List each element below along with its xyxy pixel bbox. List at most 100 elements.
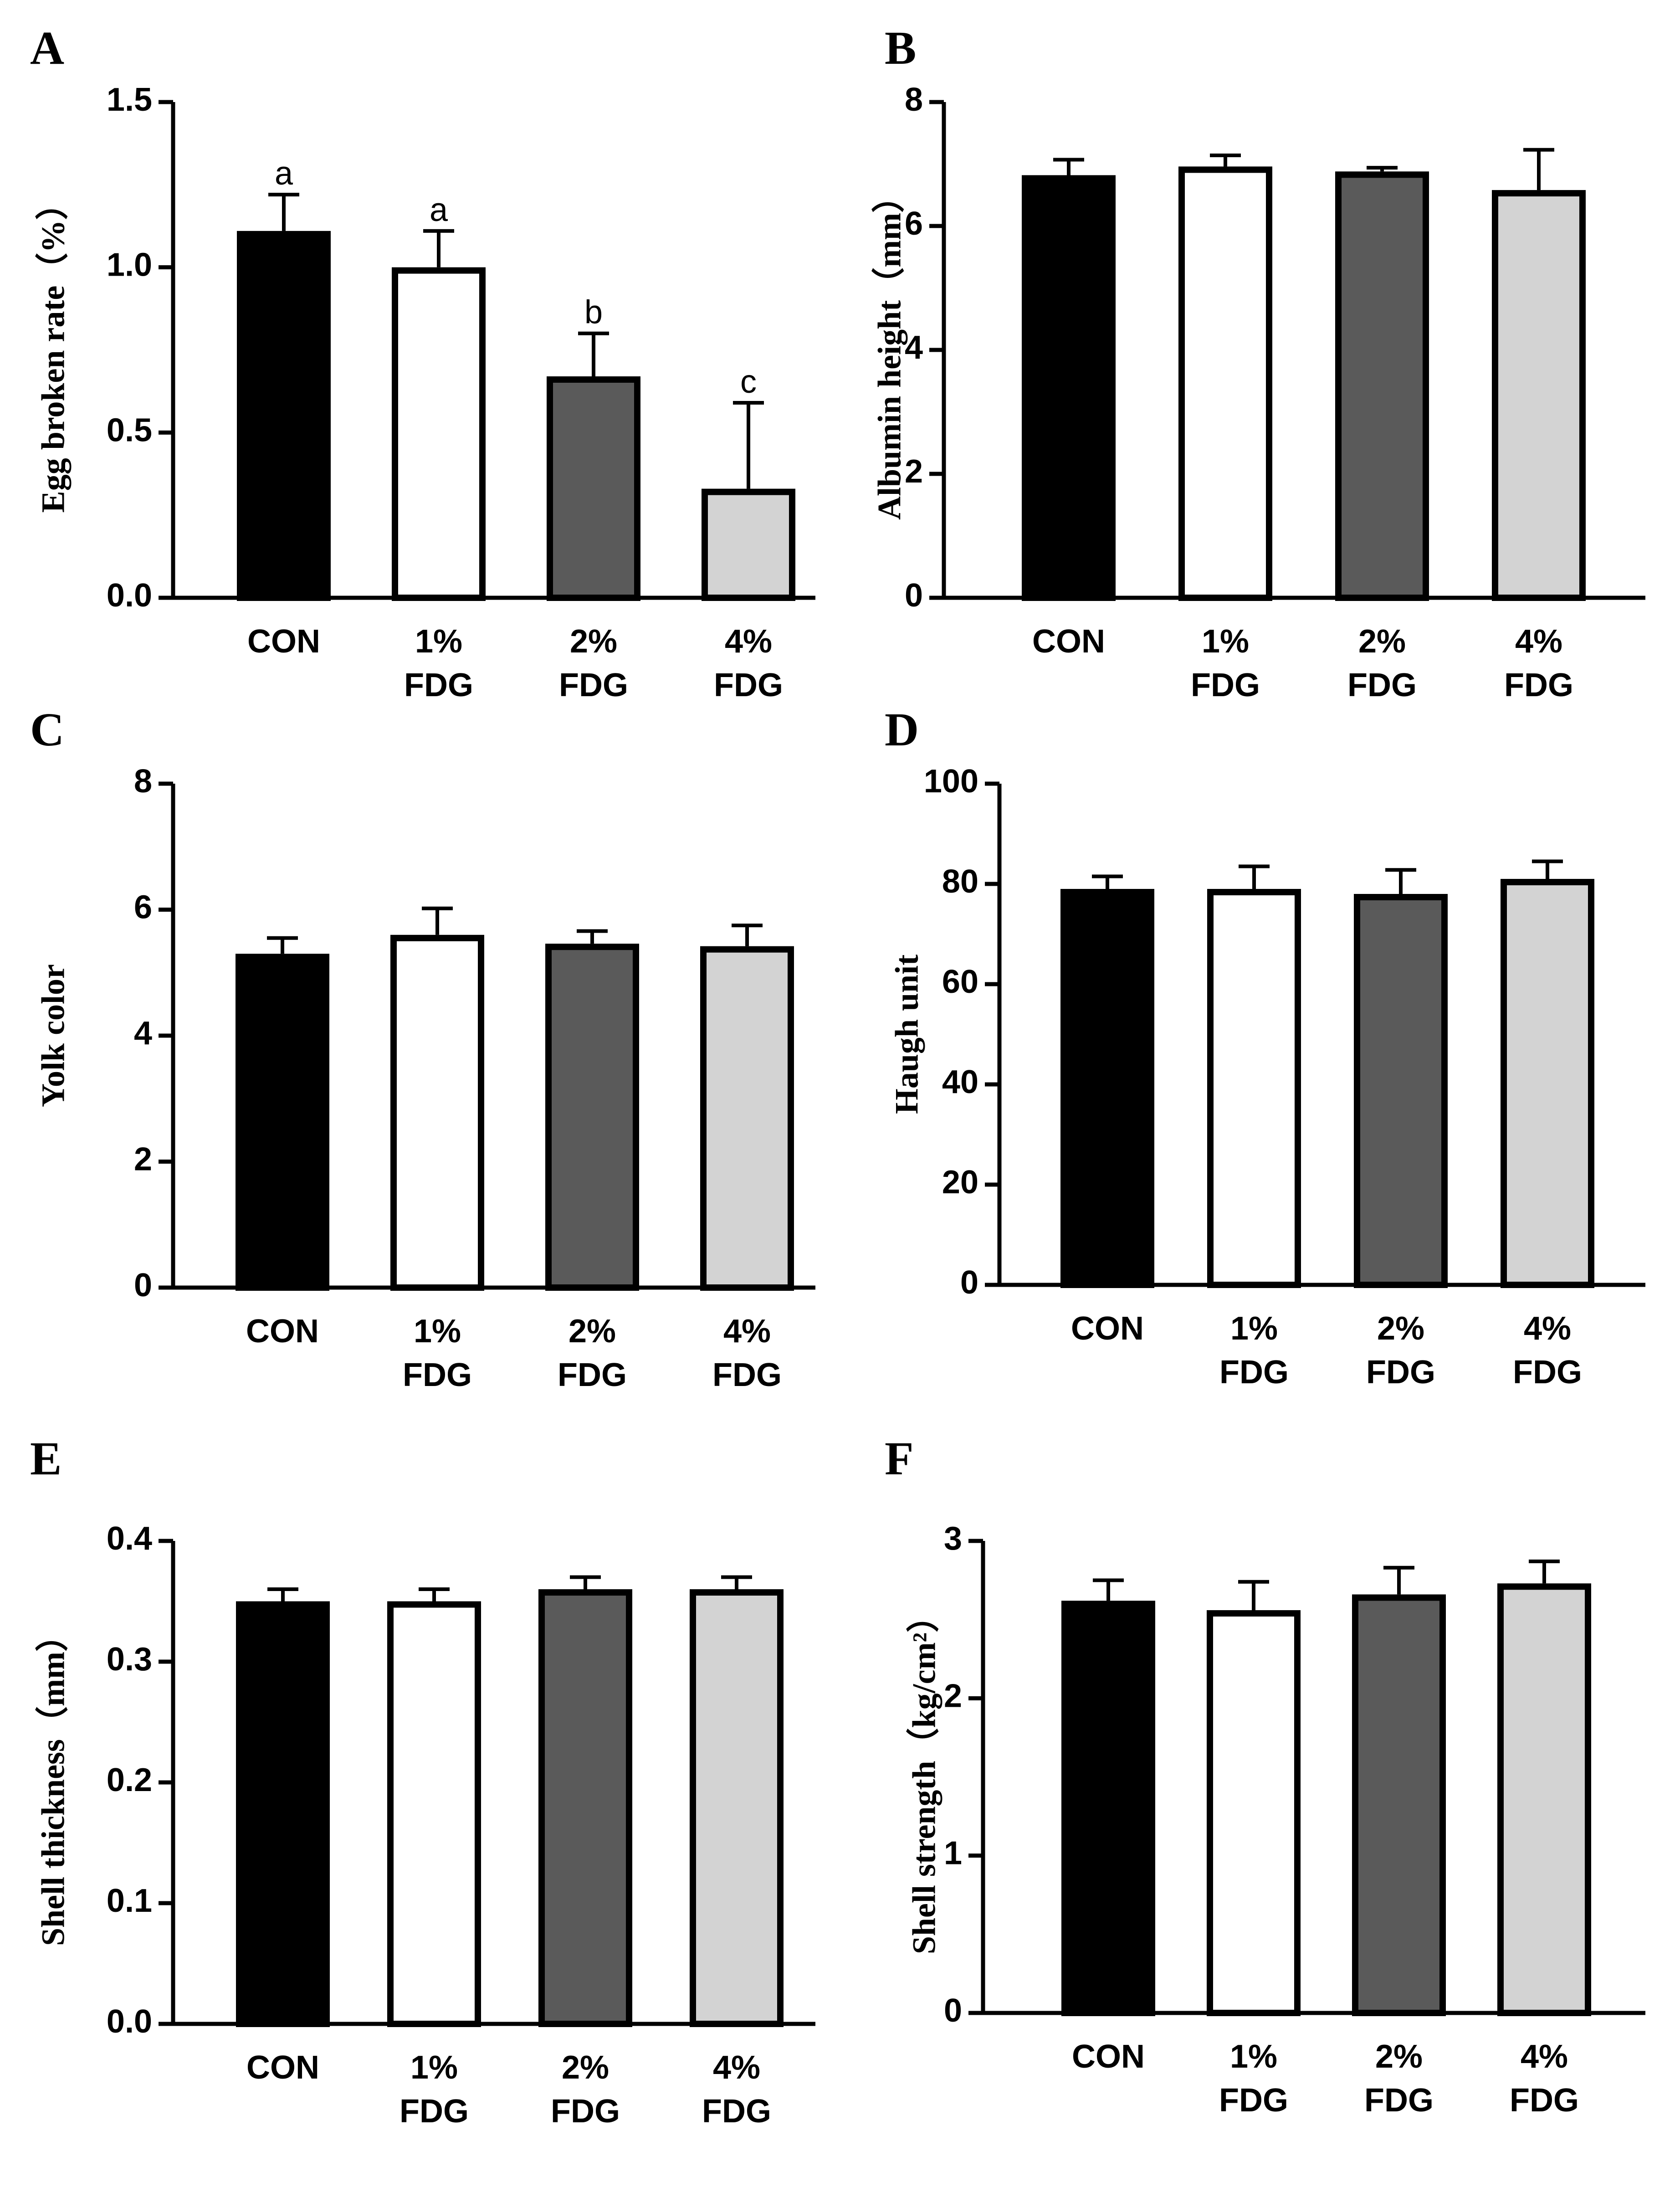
y-axis-label-c: Yolk color	[35, 964, 72, 1107]
x-tick-label-f-0: CON	[1072, 2038, 1145, 2075]
y-tick-label-f-2: 2	[944, 1678, 962, 1714]
y-tick-label-a-0: 0.0	[107, 577, 152, 614]
panel-letter-a: A	[30, 22, 64, 74]
y-tick-label-c-4: 8	[134, 763, 152, 800]
y-tick-label-e-0: 0.0	[107, 2003, 152, 2040]
bar-a-2	[547, 376, 640, 601]
x-tick-label-e-0: CON	[246, 2049, 319, 2086]
bar-e-0	[236, 1601, 330, 2027]
y-tick-label-f-3: 3	[944, 1520, 962, 1557]
x-tick-label-c-3-line1: 4%	[723, 1313, 771, 1350]
x-tick-label-b-3-line1: 4%	[1515, 623, 1562, 660]
x-tick-label-a-0: CON	[247, 623, 320, 660]
y-tick-label-d-1: 20	[942, 1164, 978, 1201]
y-tick-label-d-5: 100	[924, 763, 978, 800]
bar-b-3	[1492, 190, 1586, 601]
bar-b-0	[1022, 175, 1116, 601]
x-tick-label-d-0: CON	[1071, 1310, 1144, 1347]
y-tick-label-c-3: 6	[134, 889, 152, 926]
x-tick-label-d-3-line2: FDG	[1513, 1354, 1582, 1391]
panel-d: D Haugh unit CON 1% FDG 2% FDG 4% FDG 0 20 40 60 80 10…	[885, 703, 1645, 1391]
x-tick-label-e-1-line1: 1%	[410, 2049, 458, 2086]
panel-letter-b: B	[885, 22, 916, 74]
x-tick-label-c-1-line1: 1%	[414, 1313, 461, 1350]
y-tick-label-a-2: 1.0	[107, 247, 152, 283]
y-axis-label-b: Albumin height（mm）	[871, 180, 908, 520]
bar-d-0	[1060, 889, 1154, 1288]
bar-c-3	[700, 946, 794, 1291]
bar-a-1	[392, 267, 486, 601]
x-tick-label-a-3-line2: FDG	[714, 667, 783, 703]
y-axis-label-d: Haugh unit	[889, 955, 925, 1114]
y-tick-label-c-0: 0	[134, 1267, 152, 1304]
x-tick-label-c-2-line1: 2%	[569, 1313, 616, 1350]
bar-f-0	[1061, 1601, 1155, 2016]
x-tick-label-f-2-line1: 2%	[1375, 2038, 1423, 2075]
x-tick-label-b-2-line1: 2%	[1358, 623, 1406, 660]
x-tick-label-f-2-line2: FDG	[1364, 2082, 1434, 2119]
panel-e: E Shell thickness（mm） CON 1% FDG 2% FDG 4% FDG 0.…	[30, 1432, 815, 2130]
x-tick-label-a-3-line1: 4%	[725, 623, 772, 660]
significance-letter-a-0: a	[275, 155, 293, 192]
panel-c: C Yolk color CON 1% FDG 2% FDG 4% FDG 0 2 4 6 8	[30, 703, 815, 1393]
x-tick-label-c-3-line2: FDG	[712, 1357, 782, 1393]
bar-f-2	[1352, 1594, 1446, 2016]
bar-b-2	[1335, 171, 1429, 601]
x-tick-label-f-3-line1: 4%	[1521, 2038, 1568, 2075]
panel-b: B Albumin height（mm） CON 1% FDG 2% FDG 4% FDG 0 2 4…	[871, 22, 1645, 703]
y-tick-label-e-4: 0.4	[107, 1520, 152, 1557]
x-tick-label-b-1-line1: 1%	[1202, 623, 1249, 660]
panel-letter-e: E	[30, 1432, 61, 1485]
y-tick-label-b-2: 4	[905, 329, 923, 366]
x-tick-label-d-2-line1: 2%	[1377, 1310, 1424, 1347]
x-tick-label-d-1-line1: 1%	[1230, 1310, 1278, 1347]
x-tick-label-a-1-line2: FDG	[404, 667, 473, 703]
y-tick-label-f-0: 0	[944, 1992, 962, 2029]
y-tick-label-d-0: 0	[960, 1264, 978, 1301]
x-tick-label-f-1-line1: 1%	[1230, 2038, 1277, 2075]
bar-e-2	[538, 1589, 632, 2027]
y-tick-label-c-2: 4	[134, 1015, 152, 1052]
bar-b-1	[1178, 166, 1272, 601]
x-tick-label-f-3-line2: FDG	[1510, 2082, 1579, 2119]
y-tick-label-d-2: 40	[942, 1064, 978, 1100]
x-tick-label-f-1-line2: FDG	[1219, 2082, 1288, 2119]
x-tick-label-a-1-line1: 1%	[415, 623, 462, 660]
panel-a: A Egg broken rate（%） a CON a 1% FDG b 2% FDG c 4% FD…	[30, 22, 815, 703]
panel-f: F Shell strength（kg/cm²） CON 1% FDG 2% FDG 4% FD…	[885, 1432, 1645, 2119]
y-tick-label-a-1: 0.5	[107, 412, 152, 448]
x-tick-label-e-2-line2: FDG	[551, 2093, 620, 2130]
y-tick-label-d-4: 80	[942, 863, 978, 900]
x-tick-label-e-2-line1: 2%	[562, 2049, 609, 2086]
significance-letter-a-3: c	[740, 364, 757, 400]
x-tick-label-d-1-line2: FDG	[1219, 1354, 1289, 1391]
x-tick-label-a-2-line1: 2%	[570, 623, 617, 660]
y-tick-label-b-4: 8	[905, 82, 923, 118]
significance-letter-a-1: a	[430, 192, 448, 228]
bar-e-1	[387, 1601, 481, 2027]
x-tick-label-b-1-line2: FDG	[1191, 667, 1260, 703]
panel-letter-d: D	[885, 703, 919, 756]
bar-d-1	[1207, 889, 1301, 1288]
y-tick-label-e-3: 0.3	[107, 1641, 152, 1678]
panel-letter-c: C	[30, 703, 64, 756]
x-tick-label-c-1-line2: FDG	[403, 1357, 472, 1393]
bar-a-0	[237, 231, 331, 601]
x-tick-label-b-3-line2: FDG	[1504, 667, 1573, 703]
x-tick-label-c-2-line2: FDG	[558, 1357, 627, 1393]
bar-f-1	[1207, 1610, 1301, 2017]
y-tick-label-b-3: 6	[905, 205, 923, 242]
y-axis-label-a: Egg broken rate（%）	[35, 187, 72, 513]
y-tick-label-b-1: 2	[905, 453, 923, 490]
y-tick-label-a-3: 1.5	[107, 82, 152, 118]
x-tick-label-e-3-line2: FDG	[702, 2093, 771, 2130]
x-tick-label-b-0: CON	[1032, 623, 1105, 660]
y-tick-label-c-1: 2	[134, 1141, 152, 1178]
y-tick-label-f-1: 1	[944, 1835, 962, 1872]
x-tick-label-d-3-line1: 4%	[1524, 1310, 1571, 1347]
y-tick-label-b-0: 0	[905, 577, 923, 614]
x-tick-label-e-1-line2: FDG	[400, 2093, 469, 2130]
bar-c-0	[236, 954, 329, 1291]
bar-f-3	[1497, 1583, 1591, 2016]
